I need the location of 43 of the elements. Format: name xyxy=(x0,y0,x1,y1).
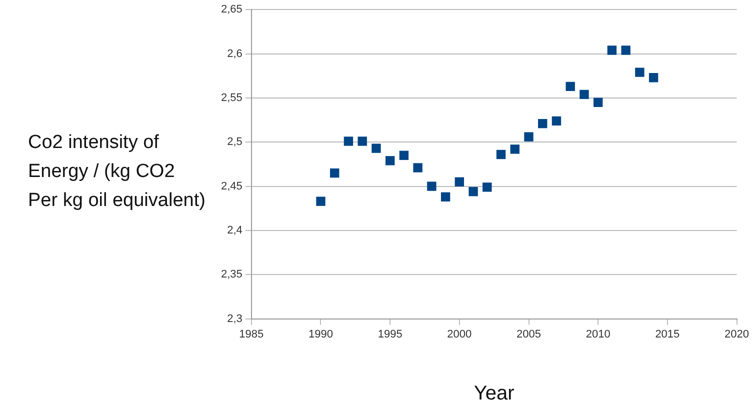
x-tick-label: 1995 xyxy=(378,328,402,340)
point xyxy=(538,118,548,128)
point xyxy=(468,186,478,196)
x-axis-title: Year xyxy=(474,382,515,405)
point xyxy=(510,144,520,154)
x-tick-label: 2010 xyxy=(586,328,610,340)
point xyxy=(580,90,589,100)
point xyxy=(593,98,603,107)
y-tick-label: 2,65 xyxy=(220,4,242,16)
y-tick-label: 2,4 xyxy=(227,224,242,236)
point xyxy=(552,116,562,126)
point xyxy=(330,168,340,178)
y-axis-title: Co2 intensity of Energy / (kg CO2 Per kg oil equivalent) xyxy=(28,131,206,213)
x-tick-label: 2020 xyxy=(724,328,750,340)
x-tick-label: 1985 xyxy=(239,328,264,340)
point xyxy=(413,163,422,172)
point xyxy=(427,182,436,191)
point xyxy=(607,46,617,55)
x-tick-label: 2005 xyxy=(516,328,541,340)
point xyxy=(316,196,326,206)
x-tick-label: 2015 xyxy=(655,328,680,340)
y-tick-label: 2,45 xyxy=(220,180,242,192)
point xyxy=(496,150,506,160)
point xyxy=(440,192,450,202)
point xyxy=(385,156,395,166)
point xyxy=(635,68,644,77)
x-tick-label: 2000 xyxy=(447,328,472,340)
point xyxy=(482,182,492,192)
y-tick-label: 2,6 xyxy=(227,48,242,60)
y-tick-label: 2,55 xyxy=(220,92,242,104)
y-tick-label: 2,5 xyxy=(227,136,242,148)
y-tick-label: 2,3 xyxy=(227,312,242,325)
x-tick-label: 1990 xyxy=(308,328,333,340)
point xyxy=(621,46,630,55)
point xyxy=(399,150,409,160)
point xyxy=(454,177,464,186)
point xyxy=(566,82,575,92)
y-tick-label: 2,35 xyxy=(220,268,242,281)
point xyxy=(358,136,367,146)
point xyxy=(372,144,381,153)
point xyxy=(524,132,534,142)
point xyxy=(344,136,354,146)
point xyxy=(648,73,658,82)
